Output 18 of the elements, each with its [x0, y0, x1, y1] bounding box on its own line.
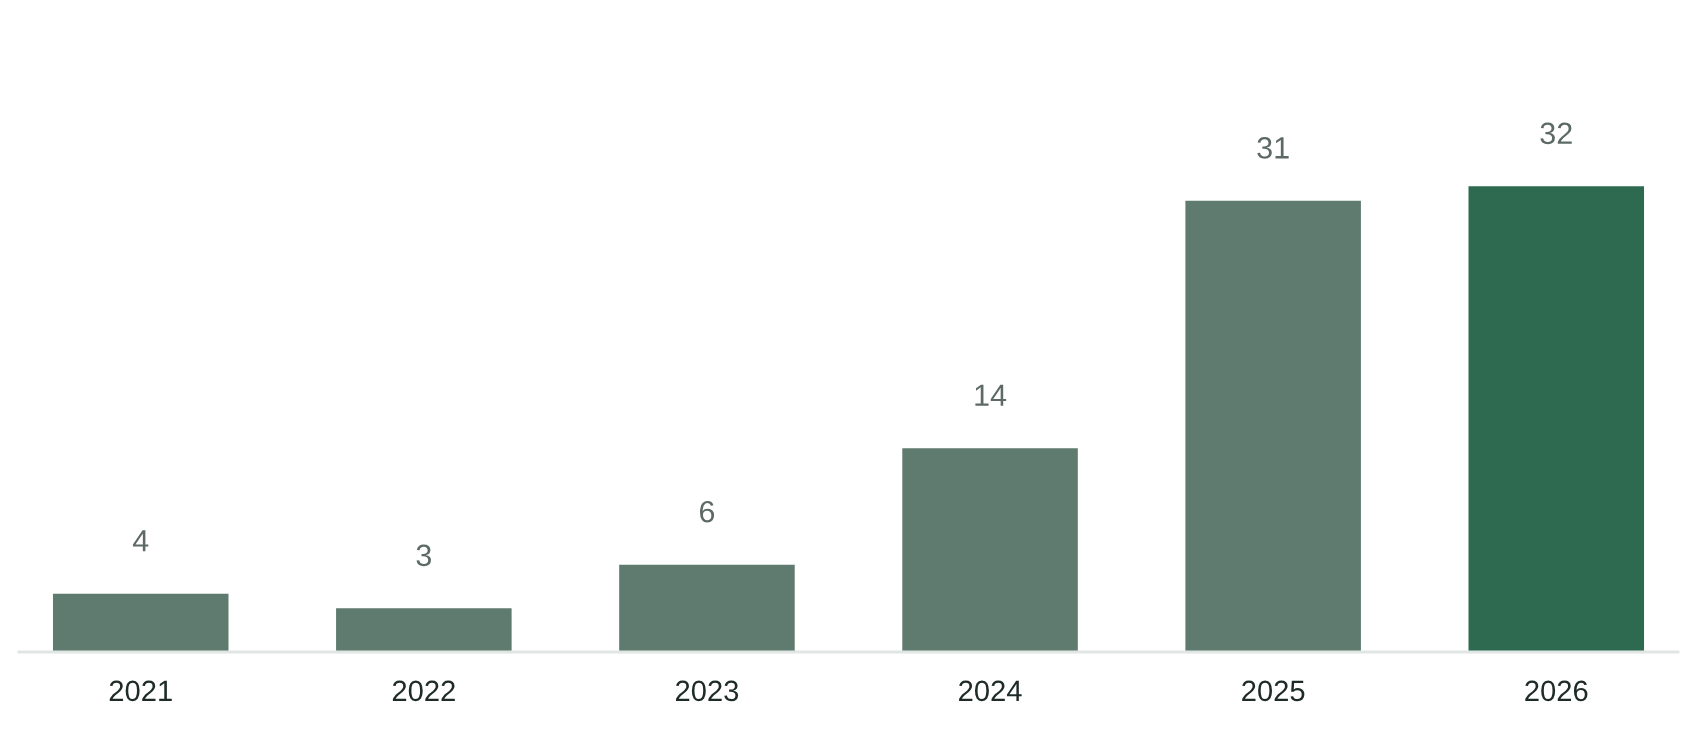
data-label: 6: [700, 500, 715, 523]
bar: [902, 448, 1078, 652]
x-tick-label: 2025: [1242, 680, 1305, 702]
bar: [1468, 186, 1645, 652]
x-tick-label: 2021: [109, 680, 172, 702]
x-tick-label: 2024: [959, 680, 1022, 702]
data-label: 3: [416, 544, 431, 567]
x-tick-label: 2022: [392, 680, 455, 702]
x-tick-label: 2026: [1525, 680, 1588, 702]
data-label: 31: [1257, 137, 1289, 159]
bar: [619, 564, 795, 652]
bar: [1185, 200, 1361, 652]
data-label: 32: [1540, 122, 1572, 145]
bar: [336, 608, 512, 652]
x-tick-label: 2023: [675, 680, 739, 702]
data-label: 4: [132, 530, 149, 552]
data-label: 14: [975, 384, 1007, 406]
bar: [52, 593, 229, 652]
